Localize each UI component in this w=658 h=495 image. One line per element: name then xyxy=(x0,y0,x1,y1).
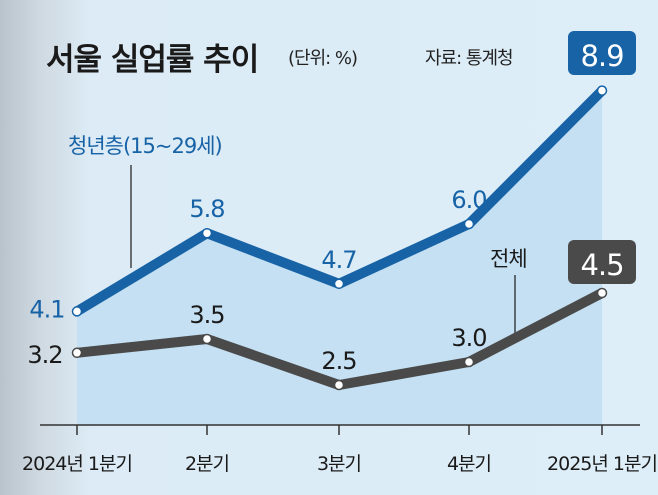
data-point xyxy=(201,227,213,239)
total-last-badge xyxy=(568,240,636,284)
series-label-youth: 청년층(15~29세) xyxy=(68,134,222,158)
total-data-label: 3.5 xyxy=(189,301,224,329)
data-point xyxy=(463,356,475,368)
x-tick-label: 2025년 1분기 xyxy=(547,453,657,475)
youth-last-badge xyxy=(568,31,636,75)
data-point xyxy=(596,287,608,299)
data-point xyxy=(71,347,83,359)
youth-data-label: 5.8 xyxy=(189,195,224,223)
chart-title: 서울 실업률 추이 xyxy=(46,42,259,78)
x-tick-label: 4분기 xyxy=(447,453,491,475)
x-tick-label: 2분기 xyxy=(185,453,229,475)
youth-data-label: 4.1 xyxy=(29,295,64,323)
youth-last-label: 8.9 xyxy=(580,39,623,73)
total-data-label: 3.2 xyxy=(27,341,62,369)
x-tick-label: 2024년 1분기 xyxy=(22,453,132,475)
data-point xyxy=(201,333,213,345)
source-label: 자료: 통계청 xyxy=(425,48,514,69)
youth-data-label: 4.7 xyxy=(321,246,356,274)
data-point xyxy=(463,218,475,230)
total-data-label: 2.5 xyxy=(321,347,356,375)
data-point xyxy=(71,306,83,317)
series-label-total: 전체 xyxy=(490,247,527,271)
total-last-label: 4.5 xyxy=(580,248,623,282)
youth-data-label: 6.0 xyxy=(451,186,486,214)
total-data-label: 3.0 xyxy=(451,324,486,352)
data-point xyxy=(333,379,345,391)
x-tick-label: 3분기 xyxy=(317,453,361,475)
unit-label: (단위: %) xyxy=(288,48,358,69)
data-point xyxy=(333,278,345,290)
data-point xyxy=(596,85,608,96)
